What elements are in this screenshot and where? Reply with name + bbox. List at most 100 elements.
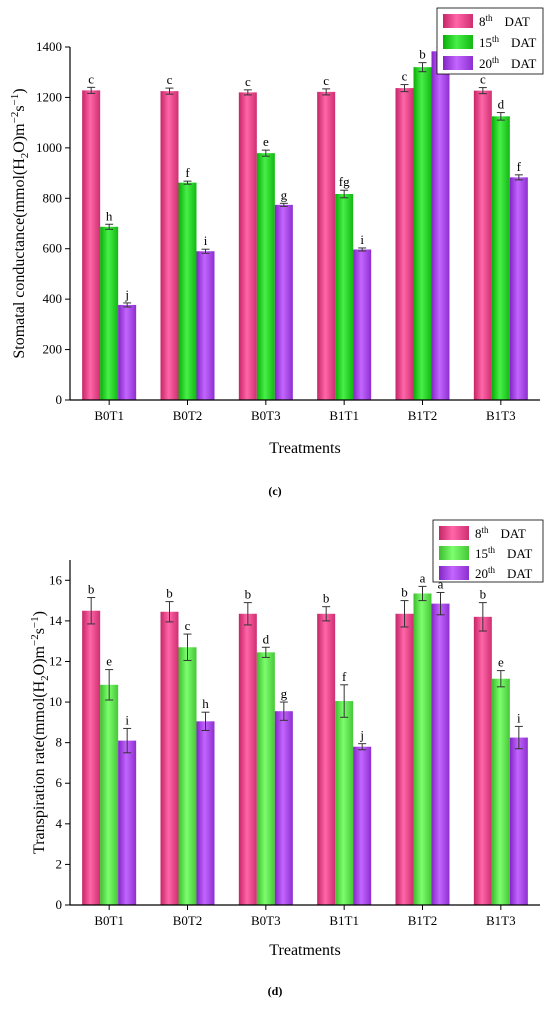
- y-tick-label: 14: [49, 613, 63, 628]
- y-axis-title-part: s: [31, 628, 48, 634]
- y-tick-label: 16: [49, 572, 63, 587]
- significance-letter: j: [124, 287, 129, 302]
- significance-letter: i: [517, 710, 521, 725]
- bar-d-B0T3-series2: [256, 652, 275, 905]
- legend-label-number: 15: [475, 546, 488, 561]
- y-tick-label: 2: [56, 856, 63, 871]
- y-tick-label: 12: [49, 653, 62, 668]
- panel-label: (c): [268, 484, 281, 498]
- y-axis-title-part: ): [11, 88, 28, 93]
- significance-letter: f: [517, 159, 522, 174]
- legend-label-sup: th: [488, 545, 496, 555]
- y-axis-title-part: −1: [29, 616, 41, 628]
- legend-swatch: [443, 14, 473, 28]
- significance-letter: f: [342, 669, 347, 684]
- y-tick-label: 0: [56, 392, 63, 407]
- significance-letter: b: [245, 587, 252, 602]
- x-tick-label: B0T1: [94, 913, 124, 928]
- bar-d-B1T1-series2: [335, 701, 354, 905]
- bar-c-B0T3-series1: [238, 92, 257, 400]
- significance-letter: b: [323, 591, 330, 606]
- x-tick-label: B0T1: [94, 408, 124, 423]
- y-axis-title-part: O)m: [31, 645, 48, 675]
- bar-d-B0T1-series1: [82, 610, 101, 905]
- bar-c-B1T3-series1: [473, 90, 492, 400]
- significance-letter: h: [106, 208, 113, 223]
- legend-swatch: [439, 526, 469, 540]
- y-axis-title: Stomatal conductance(mmol(H2O)m−2s−1): [9, 88, 31, 358]
- y-axis-title-part: −1: [9, 94, 21, 106]
- x-tick-label: B0T2: [173, 408, 203, 423]
- bar-d-B1T3-series1: [473, 616, 492, 905]
- y-axis-title-part: 2: [19, 153, 31, 159]
- bar-c-B0T2-series2: [178, 182, 197, 400]
- y-axis-title-part: Transpiration rate(mmol(H: [31, 680, 48, 854]
- legend-label-suffix: DAT: [507, 566, 532, 581]
- significance-letter: e: [263, 134, 269, 149]
- y-tick-label: 0: [56, 897, 63, 912]
- bar-d-B0T3-series3: [274, 711, 293, 905]
- significance-letter: c: [245, 74, 251, 89]
- x-tick-label: B1T2: [408, 913, 438, 928]
- legend-label-suffix: DAT: [501, 526, 526, 541]
- bar-d-B0T1-series2: [100, 684, 119, 905]
- y-tick-label: 600: [43, 241, 63, 256]
- y-tick-label: 800: [43, 190, 63, 205]
- legend-label: 15th DAT: [479, 34, 536, 50]
- bar-c-B0T3-series2: [256, 153, 275, 400]
- significance-letter: i: [360, 232, 364, 247]
- significance-letter: b: [401, 585, 408, 600]
- legend-label-sup: th: [486, 13, 494, 23]
- significance-letter: f: [185, 165, 190, 180]
- significance-letter: c: [402, 69, 408, 84]
- y-tick-label: 200: [43, 342, 63, 357]
- legend-swatch: [439, 566, 469, 580]
- bar-c-B1T2-series2: [413, 67, 432, 401]
- bar-c-B0T3-series3: [274, 204, 293, 400]
- bar-d-B1T3-series3: [509, 737, 528, 905]
- legend-label-sup: th: [492, 55, 500, 65]
- bar-d-B1T2-series2: [413, 593, 432, 905]
- bar-c-B1T1-series1: [317, 91, 336, 400]
- y-axis-title-part: −2: [9, 112, 21, 124]
- legend-label-sup: th: [482, 525, 490, 535]
- bar-c-B1T1-series3: [353, 249, 372, 400]
- y-tick-label: 8: [56, 735, 63, 750]
- legend-label-number: 8: [479, 14, 486, 29]
- legend-label-suffix: DAT: [505, 14, 530, 29]
- bar-c-B0T1-series2: [100, 226, 119, 400]
- legend-swatch: [443, 35, 473, 49]
- bar-d-B1T1-series1: [317, 613, 336, 905]
- y-tick-label: 10: [49, 694, 62, 709]
- y-tick-label: 400: [43, 291, 63, 306]
- significance-letter: b: [88, 582, 95, 597]
- legend-label-number: 20: [479, 56, 492, 71]
- legend-label-number: 8: [475, 526, 482, 541]
- significance-letter: e: [498, 655, 504, 670]
- y-tick-label: 1200: [36, 89, 62, 104]
- y-axis-title-part: s: [11, 105, 28, 111]
- legend-label-suffix: DAT: [507, 546, 532, 561]
- significance-letter: e: [106, 654, 112, 669]
- x-tick-label: B0T3: [251, 913, 281, 928]
- legend-swatch: [439, 546, 469, 560]
- y-tick-label: 1400: [36, 39, 62, 54]
- bar-d-B0T1-series3: [118, 740, 137, 905]
- legend-label-number: 20: [475, 566, 488, 581]
- legend-label: 20th DAT: [479, 55, 536, 71]
- y-axis-title-part: O)m: [11, 123, 28, 153]
- bar-d-B0T2-series1: [160, 611, 179, 905]
- x-tick-label: B1T3: [486, 913, 516, 928]
- x-tick-label: B1T2: [408, 408, 438, 423]
- legend-label-suffix: DAT: [511, 56, 536, 71]
- y-axis-title-part: −2: [29, 634, 41, 646]
- bar-d-B1T2-series3: [431, 603, 450, 905]
- y-axis-title-part: ): [31, 611, 48, 616]
- legend-label: 8th DAT: [479, 13, 530, 29]
- significance-letter: c: [185, 618, 191, 633]
- significance-letter: i: [125, 712, 129, 727]
- bar-d-B1T2-series1: [395, 613, 414, 905]
- x-tick-label: B1T1: [329, 913, 359, 928]
- x-tick-label: B0T3: [251, 408, 281, 423]
- significance-letter: fg: [339, 174, 350, 189]
